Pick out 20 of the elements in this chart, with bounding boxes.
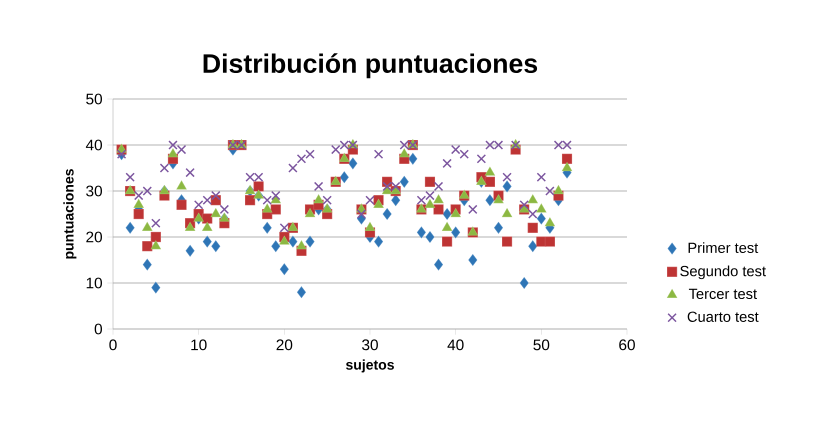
- y-tick-label: 50: [86, 94, 102, 104]
- legend-label: Tercer test: [688, 288, 757, 300]
- x-tick-label: 0: [109, 339, 117, 350]
- legend-label: Primer test: [688, 242, 758, 253]
- y-tick-label: 20: [86, 232, 102, 242]
- y-tick-label: 30: [86, 186, 102, 196]
- x-tick-label: 20: [276, 339, 292, 350]
- x-tick-label: 60: [619, 339, 635, 350]
- chart-title: Distribución puntuaciones: [204, 53, 538, 78]
- x-tick-label: 50: [533, 339, 550, 350]
- legend-label: Segundo test: [680, 266, 766, 280]
- y-tick-label: 10: [86, 278, 102, 288]
- y-tick-label: 0: [94, 324, 102, 334]
- x-tick-label: 10: [191, 339, 207, 350]
- x-tick-label: 40: [447, 339, 464, 350]
- x-axis-title: sujetos: [346, 359, 394, 372]
- y-tick-label: 40: [86, 140, 102, 150]
- y-axis-title: puntuaciones: [63, 169, 76, 259]
- x-tick-label: 30: [362, 339, 378, 350]
- legend-label: Cuarto test: [688, 312, 759, 322]
